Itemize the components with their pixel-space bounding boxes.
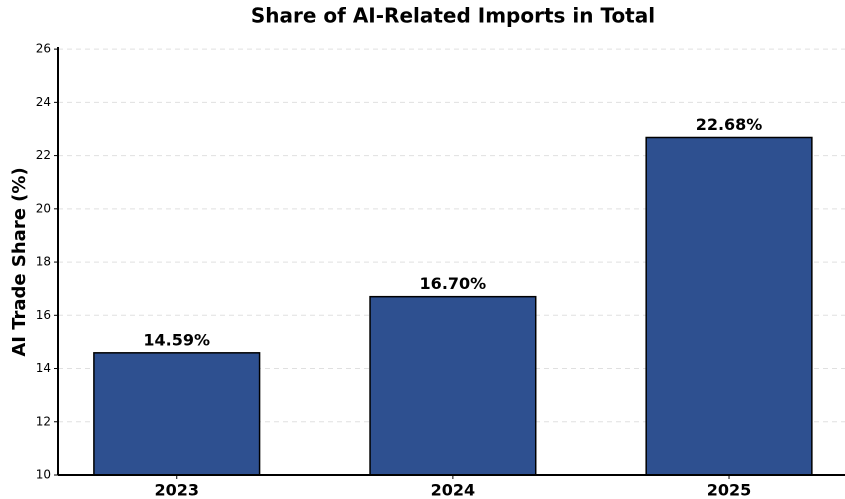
y-tick-label: 20 bbox=[36, 201, 51, 215]
y-tick-label: 16 bbox=[36, 308, 51, 322]
y-axis-label: AI Trade Share (%) bbox=[9, 167, 30, 356]
value-label: 16.70% bbox=[420, 274, 487, 293]
bar bbox=[369, 295, 537, 476]
chart-title: Share of AI-Related Imports in Total bbox=[251, 4, 655, 28]
x-tick-label: 2024 bbox=[431, 481, 476, 499]
y-tick-label: 26 bbox=[36, 42, 51, 56]
value-label: 22.68% bbox=[696, 115, 763, 134]
y-tick-label: 12 bbox=[36, 414, 51, 428]
y-tick-label: 18 bbox=[36, 255, 51, 269]
bar bbox=[93, 352, 261, 476]
y-tick-label: 14 bbox=[36, 361, 51, 375]
x-tick-label: 2025 bbox=[707, 481, 752, 499]
x-tick-label: 2023 bbox=[154, 481, 199, 499]
y-tick-label: 22 bbox=[36, 148, 51, 162]
y-tick-label: 10 bbox=[36, 468, 51, 482]
y-tick-label: 24 bbox=[36, 95, 51, 109]
bar bbox=[645, 136, 813, 476]
value-label: 14.59% bbox=[143, 330, 210, 349]
